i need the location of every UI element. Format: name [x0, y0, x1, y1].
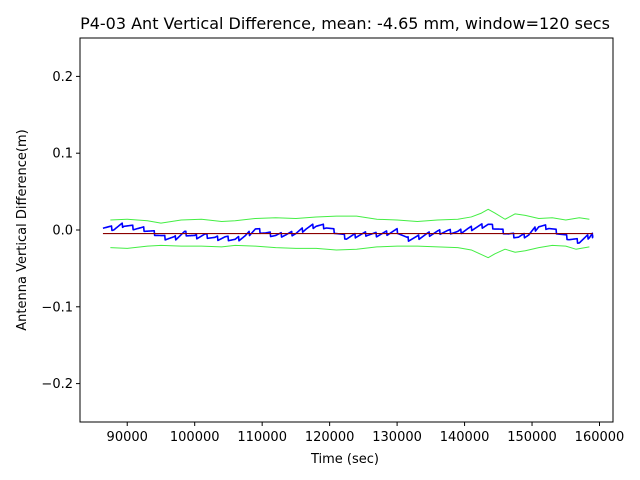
series-line-lower-bound: [110, 244, 590, 259]
x-axis-label: Time (sec): [310, 452, 379, 467]
series-line-upper-bound: [110, 208, 590, 224]
series-layer: [102, 208, 594, 259]
x-tick-label: 90000: [107, 430, 148, 445]
y-axis-label: Antenna Vertical Difference(m): [15, 129, 30, 330]
x-axis: 90000 100000 110000 120000 130000 140000 15000…: [107, 422, 625, 445]
plot-area: [79, 37, 614, 423]
y-tick-label: 0.0: [52, 224, 73, 239]
chart-title: P4-03 Ant Vertical Difference, mean: -4.…: [80, 14, 610, 33]
y-tick-label: −0.2: [41, 377, 73, 392]
y-axis: 0.2 0.1 0.0 −0.1 −0.2: [41, 70, 80, 392]
y-tick-label: 0.2: [52, 70, 73, 85]
x-tick-label: 100000: [170, 430, 220, 445]
x-tick-label: 160000: [575, 430, 625, 445]
x-tick-label: 140000: [440, 430, 490, 445]
x-tick-label: 120000: [305, 430, 355, 445]
y-tick-label: 0.1: [52, 147, 73, 162]
series-line-measurement: [102, 222, 594, 244]
x-tick-label: 150000: [507, 430, 557, 445]
x-tick-label: 130000: [372, 430, 422, 445]
y-tick-label: −0.1: [41, 300, 73, 315]
x-tick-label: 110000: [237, 430, 287, 445]
